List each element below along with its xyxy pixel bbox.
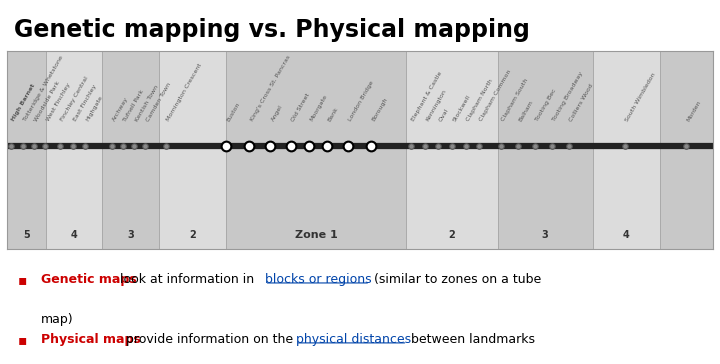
Text: Kentish Town: Kentish Town — [134, 84, 159, 122]
Text: 2: 2 — [189, 230, 196, 241]
Text: Kennington: Kennington — [425, 89, 447, 122]
Text: Oval: Oval — [438, 107, 450, 122]
Text: Old Street: Old Street — [291, 92, 311, 122]
Text: Elephant & Castle: Elephant & Castle — [411, 71, 444, 122]
Text: Genetic maps: Genetic maps — [41, 273, 137, 286]
Text: South Wimbledon: South Wimbledon — [624, 72, 657, 122]
Text: King's Cross St. Pancras: King's Cross St. Pancras — [249, 55, 291, 122]
Text: Euston: Euston — [226, 101, 241, 122]
Bar — [102, 51, 159, 249]
Text: 4: 4 — [623, 230, 630, 241]
Text: Moorgate: Moorgate — [309, 94, 328, 122]
Bar — [406, 51, 498, 249]
Bar — [226, 51, 406, 249]
Bar — [46, 51, 102, 249]
Text: physical distances: physical distances — [296, 333, 411, 346]
Text: Clapham South: Clapham South — [501, 78, 530, 122]
Text: provide information on the: provide information on the — [122, 333, 297, 346]
Text: Mornington Crescent: Mornington Crescent — [166, 63, 203, 122]
Text: Finchley Central: Finchley Central — [60, 76, 90, 122]
Text: Totteridge & Whetstone: Totteridge & Whetstone — [23, 55, 64, 122]
Text: West Finchley: West Finchley — [45, 83, 71, 122]
Text: Colliers Wood: Colliers Wood — [569, 83, 595, 122]
Text: Morden: Morden — [686, 99, 702, 122]
Text: (similar to zones on a tube: (similar to zones on a tube — [370, 273, 541, 286]
Text: Tooting Bec: Tooting Bec — [535, 88, 557, 122]
Text: Balham: Balham — [518, 99, 534, 122]
Text: Tufnell Park: Tufnell Park — [123, 89, 145, 122]
Text: Clapham North: Clapham North — [466, 79, 494, 122]
Text: East Finchley: East Finchley — [73, 84, 98, 122]
Text: Borough: Borough — [371, 97, 388, 122]
Text: Angel: Angel — [271, 104, 284, 122]
Text: between landmarks: between landmarks — [408, 333, 536, 346]
Text: Stockwell: Stockwell — [451, 94, 471, 122]
Bar — [498, 51, 593, 249]
Text: 5: 5 — [23, 230, 30, 241]
Text: 3: 3 — [127, 230, 134, 241]
Text: Tooting Broadway: Tooting Broadway — [552, 71, 585, 122]
Text: Archway: Archway — [112, 96, 130, 122]
Text: ▪: ▪ — [18, 333, 27, 347]
Bar — [593, 51, 660, 249]
Text: Genetic mapping vs. Physical mapping: Genetic mapping vs. Physical mapping — [14, 18, 530, 41]
Bar — [7, 51, 46, 249]
Text: London Bridge: London Bridge — [348, 80, 375, 122]
Text: Camden Town: Camden Town — [145, 82, 172, 122]
Text: Clapham Common: Clapham Common — [479, 69, 512, 122]
Bar — [660, 51, 713, 249]
Text: blocks or regions: blocks or regions — [265, 273, 372, 286]
Text: Highgate: Highgate — [85, 95, 104, 122]
Text: Bank: Bank — [327, 106, 339, 122]
Text: 2: 2 — [449, 230, 455, 241]
Text: look at information in: look at information in — [116, 273, 258, 286]
Text: ▪: ▪ — [18, 273, 27, 287]
Text: 4: 4 — [71, 230, 78, 241]
Text: Zone 1: Zone 1 — [294, 230, 337, 241]
Text: High Barnet: High Barnet — [11, 83, 36, 122]
Text: Woodside Park: Woodside Park — [34, 80, 61, 122]
Bar — [159, 51, 226, 249]
Text: Physical maps: Physical maps — [41, 333, 141, 346]
Text: map): map) — [41, 313, 73, 326]
Text: 3: 3 — [542, 230, 549, 241]
